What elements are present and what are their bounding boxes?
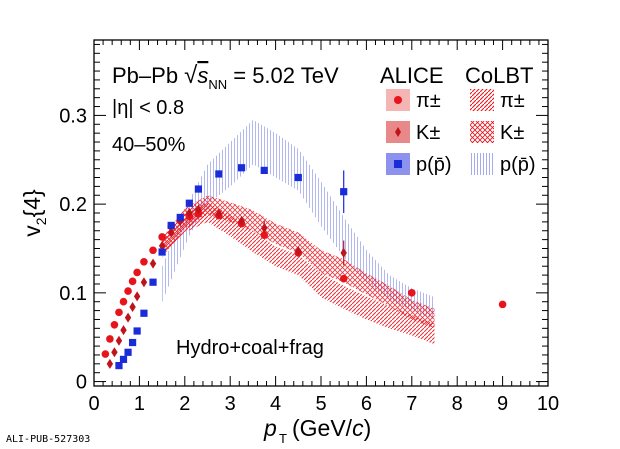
x-tick-label: 6 [361,393,372,415]
x-tick-label: 4 [270,393,281,415]
legend-p-marker [394,160,402,168]
point-k [120,325,127,336]
y-tick-label: 0.3 [59,105,87,127]
legend-p-model-label: p(p̄) [500,154,536,176]
x-tick-label: 7 [406,393,417,415]
point-k [295,246,302,257]
point-k [238,215,245,226]
x-tick-label: 3 [225,393,236,415]
point-p [124,348,132,356]
legend-k-model-label: K± [500,122,524,144]
point-pi [339,274,348,283]
x-tick-label: 10 [537,393,559,415]
point-k [106,358,114,369]
point-k [215,208,223,219]
point-k [111,347,118,358]
point-pi [498,300,507,309]
legend-p-label: p(p̄) [416,154,452,176]
point-p [158,248,166,256]
data-points [101,164,507,370]
legend-k-marker [395,127,401,137]
legend-pi-band [470,89,494,111]
point-k [158,240,166,251]
point-p [185,199,193,207]
point-pi [106,335,114,343]
point-p [215,170,223,178]
x-axis-title-p: p [263,415,277,441]
point-p [140,309,148,317]
x-axis-title: p T (GeV/c) [263,415,371,446]
point-p [149,278,157,286]
point-pi [115,308,123,317]
legend-pi-label: π± [416,90,441,112]
point-p [119,355,128,363]
point-p [128,338,137,347]
legend-k-band [470,121,494,143]
point-p [294,173,302,182]
x-tick-label: 1 [134,393,145,415]
point-p [115,361,123,370]
point-pi [110,320,119,329]
x-tick-label: 8 [452,393,463,415]
point-pi [158,233,166,241]
eta-label: |η| < 0.8 [112,97,184,119]
point-p [167,221,175,230]
point-k [124,312,132,323]
y-tick-label: 0 [76,372,87,394]
legend: ALICE CoLBT π± π± K± K± p(p̄) p(p̄) [380,63,536,176]
model-band-p [162,119,435,320]
point-pi [260,231,269,239]
centrality-label: 40–50% [112,134,186,156]
x-tick-label: 2 [179,393,190,415]
watermark: ALI-PUB-527303 [6,434,90,445]
axes: 0 1 2 3 4 5 6 7 8 9 10 0 0.1 0.2 0.3 [59,40,559,415]
x-tick-label: 0 [88,393,99,415]
legend-p-band [470,153,494,175]
point-pi [119,297,128,306]
x-tick-label: 5 [315,393,326,415]
point-k [167,227,175,238]
point-k [115,335,123,346]
legend-header-data: ALICE [380,63,444,88]
model-label: Hydro+coal+frag [176,337,324,359]
legend-header-model: CoLBT [465,63,533,88]
x-axis-title-sub: T [279,431,287,446]
point-pi [133,268,141,277]
point-pi [101,350,110,358]
point-p [194,185,203,193]
y-tick-label: 0.2 [59,194,87,216]
point-pi [140,257,148,266]
point-k [261,223,268,234]
model-band-pi [162,202,435,345]
point-k [129,302,136,313]
legend-k-label: K± [416,122,440,144]
point-pi [128,277,137,286]
point-p [176,213,184,222]
point-pi [124,287,132,295]
y-tick-label: 0.1 [59,283,87,305]
x-tick-label: 9 [497,393,508,415]
point-k [140,277,148,288]
point-pi [149,246,157,255]
y-axis-title-text: v2{4} [19,189,49,237]
legend-pi-model-label: π± [500,90,525,112]
legend-pi-marker [394,96,402,104]
point-k [340,247,347,258]
point-k [195,204,202,215]
point-p [260,166,268,175]
point-p [133,327,141,335]
point-p [340,188,348,196]
point-k [149,258,157,269]
point-k [133,291,141,302]
y-axis-title: v2{4} [19,189,49,237]
point-p [237,164,246,172]
point-k [186,208,193,218]
system-label: Pb–Pb √sNN = 5.02 TeV [112,62,339,92]
point-pi [408,289,416,297]
x-axis-title-unit: (GeV/c) [292,415,371,441]
